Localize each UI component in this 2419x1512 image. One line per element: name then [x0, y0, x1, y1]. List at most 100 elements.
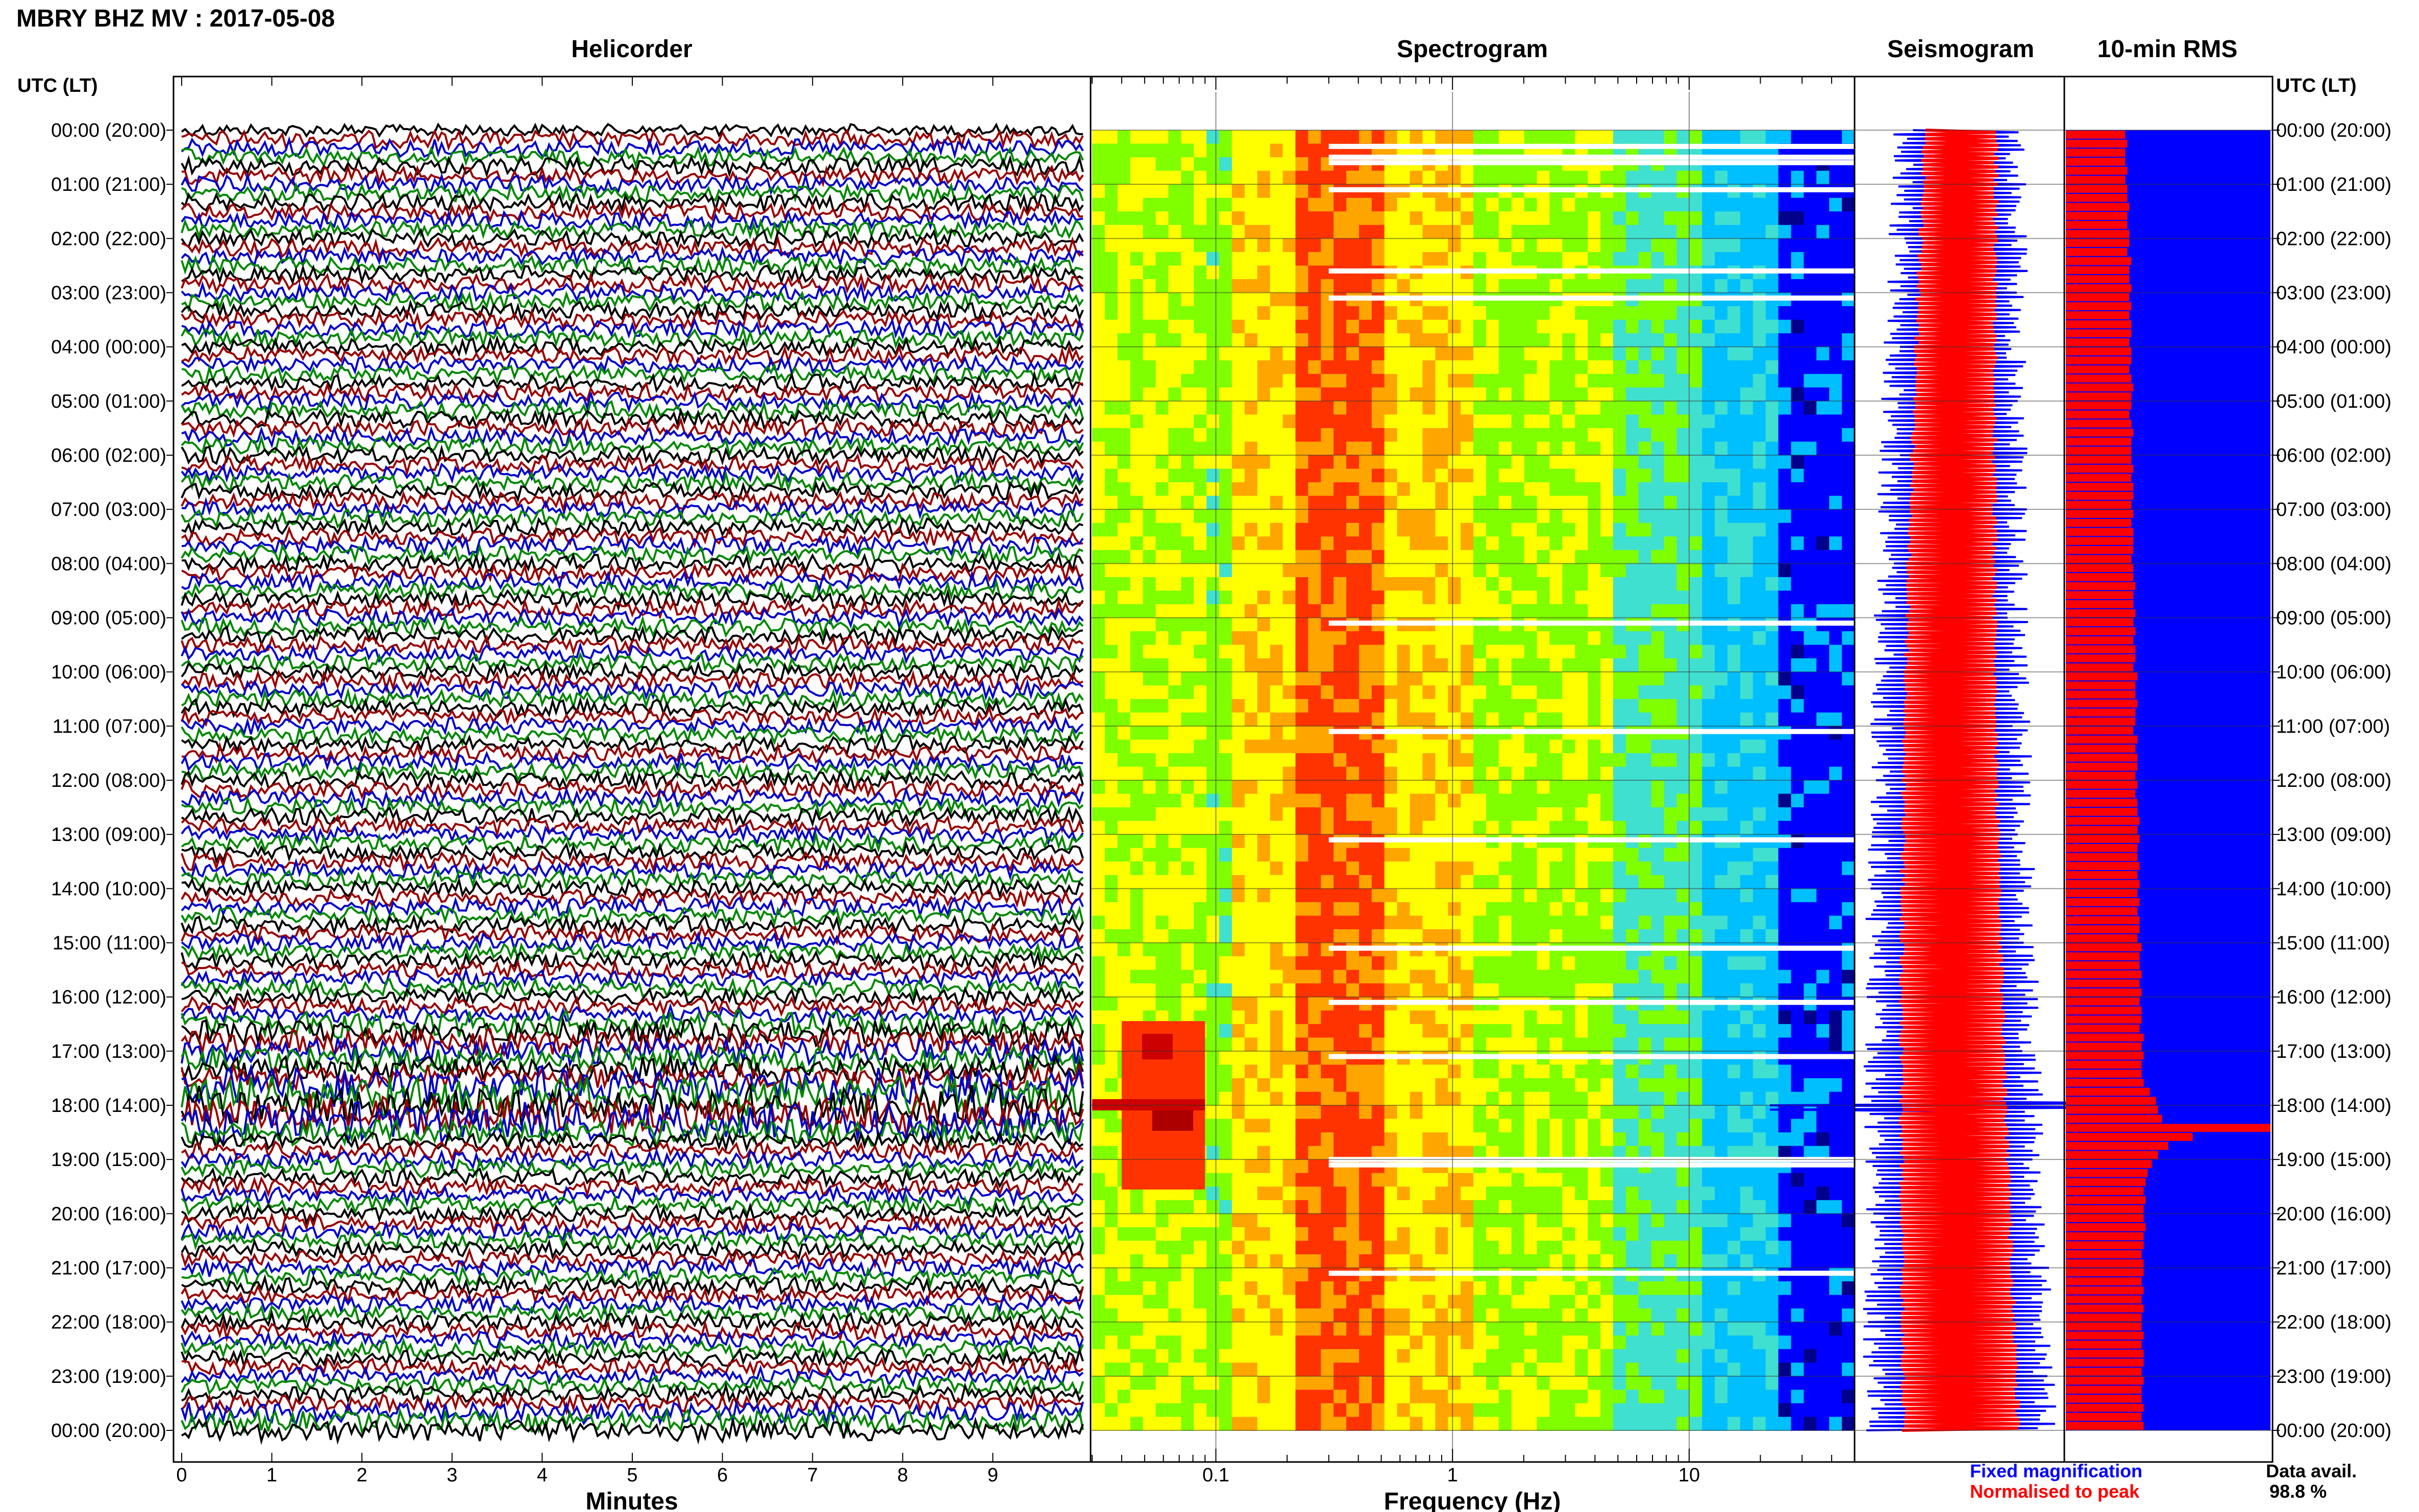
spectrogram-cell	[1829, 238, 1842, 253]
spectrogram-cell	[1461, 1064, 1474, 1079]
spectrogram-cell	[1537, 970, 1550, 984]
helicorder-trace	[181, 1229, 1084, 1253]
spectrogram-cell	[1422, 197, 1436, 212]
spectrogram-cell	[1600, 1119, 1614, 1133]
helicorder-trace	[181, 1282, 1084, 1307]
spectrogram-cell	[1219, 794, 1232, 808]
spectrogram-cell	[1231, 428, 1245, 442]
spectrogram-cell	[1092, 1213, 1105, 1228]
spectrogram-cell	[1804, 699, 1817, 713]
spectrogram-cell	[1638, 658, 1652, 673]
spectrogram-cell	[1562, 1132, 1575, 1147]
spectrogram-cell	[1625, 536, 1639, 551]
spectrogram-cell	[1257, 414, 1271, 429]
spectrogram-cell	[1270, 184, 1283, 199]
spectrogram-cell	[1765, 509, 1779, 524]
spectrogram-cell	[1461, 252, 1474, 266]
spectrogram-cell	[1194, 861, 1207, 876]
spectrogram-cell	[1117, 983, 1131, 998]
spectrogram-cell	[1422, 753, 1436, 767]
spectrogram-cell	[1435, 645, 1448, 659]
spectrogram-cell	[1244, 658, 1258, 673]
spectrogram-cell	[1740, 455, 1754, 469]
spectrogram-cell	[1244, 685, 1258, 700]
spectrogram-cell	[1359, 306, 1372, 320]
spectrogram-cell	[1676, 1024, 1690, 1038]
spectrogram-cell	[1321, 509, 1334, 524]
spectrogram-cell	[1410, 794, 1423, 808]
spectrogram-cell	[1257, 970, 1271, 984]
spectrogram-cell	[1092, 401, 1105, 415]
spectrogram-cell	[1181, 888, 1194, 903]
spectrogram-cell	[1155, 902, 1169, 916]
spectrogram-cell	[1155, 590, 1169, 605]
spectrogram-cell	[1511, 739, 1525, 754]
spectrogram-cell	[1842, 1105, 1855, 1120]
spectrogram-cell	[1613, 590, 1626, 605]
spectrogram-cell	[1359, 1092, 1372, 1106]
spectrogram-cell	[1842, 387, 1855, 402]
spectrogram-cell	[1244, 753, 1258, 767]
spectrogram-cell	[1168, 333, 1182, 348]
spectrogram-cell	[1727, 482, 1741, 497]
spectrogram-cell	[1282, 1119, 1296, 1133]
spectrogram-cell	[1168, 861, 1182, 876]
spectrogram-cell	[1117, 685, 1131, 700]
spectrogram-cell	[1371, 306, 1385, 320]
spectrogram-cell	[1334, 170, 1347, 185]
spectrogram-cell	[1117, 292, 1131, 307]
spectrogram-cell	[1498, 1200, 1512, 1214]
spectrogram-cell	[1727, 1119, 1741, 1133]
spectrogram-cell	[1244, 739, 1258, 754]
spectrogram-cell	[1206, 604, 1220, 618]
spectrogram-cell	[1715, 1078, 1728, 1093]
spectrogram-cell	[1765, 604, 1779, 618]
spectrogram-cell	[1498, 956, 1512, 971]
spectrogram-cell	[1410, 712, 1423, 727]
spectrogram-cell	[1689, 1064, 1702, 1079]
spectrogram-cell	[1359, 848, 1372, 862]
spectrogram-cell	[1689, 1132, 1702, 1147]
spectrogram-cell	[1422, 780, 1436, 795]
helicorder-trace	[181, 877, 1084, 900]
spectrogram-cell	[1194, 292, 1207, 307]
spectrogram-cell	[1270, 861, 1283, 876]
spectrogram-cell	[1143, 414, 1156, 429]
spectrogram-cell	[1359, 794, 1372, 808]
spectrogram-cell	[1181, 645, 1194, 659]
spectrogram-cell	[1334, 780, 1347, 795]
spectrogram-cell	[1422, 645, 1436, 659]
spectrogram-cell	[1613, 279, 1626, 293]
spectrogram-cell	[1334, 1132, 1347, 1147]
spectrogram-cell	[1231, 455, 1245, 469]
spectrogram-cell	[1461, 766, 1474, 781]
spectrogram-cell	[1270, 306, 1283, 320]
spectrogram-cell	[1194, 943, 1207, 957]
spectrogram-cell	[1816, 1024, 1830, 1038]
spectrogram-cell	[1270, 631, 1283, 646]
spectrogram-cell	[1638, 468, 1652, 483]
spectrogram-cell	[1384, 428, 1398, 442]
helicorder-trace	[181, 254, 1083, 278]
spectrogram-cell	[1092, 441, 1105, 456]
spectrogram-cell	[1702, 794, 1715, 808]
spectrogram-cell	[1422, 1092, 1436, 1106]
spectrogram-cell	[1486, 1186, 1499, 1201]
spectrogram-cell	[1625, 956, 1639, 971]
spectrogram-cell	[1816, 455, 1830, 469]
spectrogram-cell	[1791, 1173, 1805, 1187]
spectrogram-cell	[1219, 455, 1232, 469]
spectrogram-cell	[1511, 550, 1525, 564]
spectrogram-cell	[1727, 428, 1741, 442]
spectrogram-cell	[1410, 536, 1423, 551]
spectrogram-cell	[1435, 374, 1448, 388]
spectrogram-cell	[1613, 1132, 1626, 1147]
spectrogram-cell	[1295, 130, 1309, 144]
spectrogram-cell	[1321, 672, 1334, 686]
spectrogram-cell	[1473, 956, 1487, 971]
spectrogram-cell	[1664, 441, 1677, 456]
spectrogram-cell	[1448, 821, 1461, 835]
spectrogram-cell	[1511, 238, 1525, 253]
spectrogram-cell	[1651, 346, 1665, 361]
spectrogram-cell	[1778, 658, 1792, 673]
